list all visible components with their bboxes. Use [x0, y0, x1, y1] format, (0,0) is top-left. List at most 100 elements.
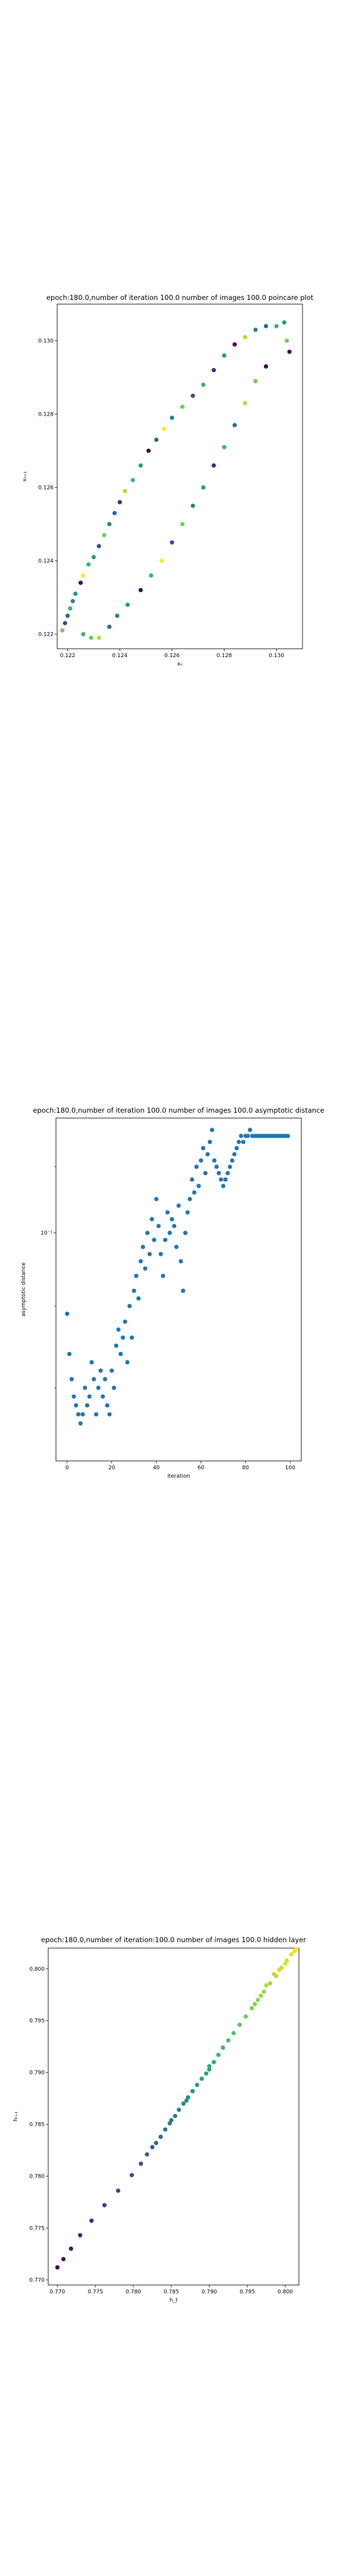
data-point: [154, 1197, 159, 1202]
data-point: [207, 2067, 212, 2072]
data-point: [242, 335, 248, 339]
data-point: [86, 562, 91, 567]
data-point: [102, 532, 107, 537]
data-point: [253, 379, 258, 383]
y-tick-label: 10⁻¹: [40, 1231, 52, 1237]
data-point: [241, 1140, 246, 1144]
data-point: [244, 2014, 248, 2019]
y-tick-label: 0.122: [38, 631, 54, 637]
x-axis-label: xₙ: [177, 661, 183, 667]
x-tick-label: 0.124: [112, 653, 127, 659]
data-point: [205, 1152, 210, 1157]
data-point: [70, 599, 75, 603]
data-point: [183, 1231, 188, 1236]
data-point: [73, 592, 78, 596]
data-point: [96, 635, 101, 640]
data-point: [207, 2064, 212, 2069]
data-point: [203, 1171, 208, 1175]
data-point: [96, 544, 101, 549]
data-point: [231, 2030, 236, 2036]
scatter-points: [55, 1947, 299, 2270]
data-point: [207, 1140, 213, 1144]
hidden-layer-plot: epoch:180.0,number of iteration:100.0 nu…: [13, 1936, 306, 2303]
x-tick-label: 0.795: [239, 2289, 255, 2295]
data-point: [129, 2173, 134, 2178]
data-point: [145, 2152, 149, 2157]
data-point: [138, 588, 143, 593]
data-point: [154, 2141, 158, 2145]
data-point: [125, 1360, 130, 1365]
data-point: [89, 635, 93, 640]
data-point: [112, 510, 117, 516]
data-point: [68, 606, 73, 611]
data-point: [125, 602, 130, 607]
data-point: [68, 2246, 73, 2251]
data-point: [255, 1998, 260, 2002]
x-axis-label: h_t: [170, 2298, 178, 2303]
data-point: [222, 445, 227, 450]
data-point: [102, 2203, 107, 2207]
data-point: [107, 1412, 112, 1417]
data-point: [169, 2117, 174, 2123]
data-point: [211, 368, 216, 373]
data-point: [71, 1394, 76, 1399]
data-point: [116, 1327, 121, 1332]
data-point: [289, 1952, 294, 1957]
data-point: [78, 580, 83, 585]
data-point: [123, 1319, 127, 1324]
data-point: [117, 500, 122, 504]
data-point: [219, 1177, 223, 1182]
data-point: [212, 1158, 217, 1163]
data-point: [69, 1377, 74, 1382]
data-point: [145, 1231, 150, 1236]
plot-frame: [48, 1948, 300, 2286]
data-point: [149, 1216, 154, 1222]
poincare-plot: epoch:180.0,number of iteration 100.0 nu…: [22, 293, 314, 667]
data-point: [61, 2256, 66, 2262]
data-point: [181, 2101, 186, 2106]
data-point: [294, 1947, 299, 1952]
data-point: [105, 1403, 110, 1408]
data-point: [184, 2098, 189, 2103]
chart-title: epoch:180.0,number of iteration 100.0 nu…: [33, 1106, 324, 1114]
x-tick-label: 0: [66, 1465, 69, 1471]
data-point: [250, 2006, 254, 2011]
x-tick-label: 20: [108, 1465, 116, 1471]
data-point: [190, 2089, 195, 2094]
data-point: [174, 1244, 179, 1249]
data-point: [138, 463, 143, 468]
data-point: [197, 1184, 201, 1188]
data-point: [176, 1203, 181, 1208]
data-point: [163, 1237, 168, 1242]
data-point: [222, 353, 227, 358]
data-point: [188, 1197, 192, 1202]
plot-frame: [55, 1117, 302, 1462]
data-point: [189, 1177, 195, 1182]
data-point: [111, 1385, 116, 1390]
data-point: [236, 1140, 241, 1144]
x-tick-label: 0.770: [49, 2289, 65, 2295]
y-tick-label: 0.126: [38, 485, 54, 491]
x-tick-label: 0.122: [60, 653, 76, 659]
data-point: [107, 624, 112, 629]
data-point: [198, 1158, 204, 1163]
data-point: [180, 1289, 186, 1293]
data-point: [285, 338, 289, 343]
data-point: [264, 1983, 269, 1988]
data-point: [234, 1145, 239, 1150]
data-point: [141, 1244, 145, 1249]
data-point: [173, 2114, 177, 2119]
x-tick-label: 80: [242, 1465, 250, 1471]
data-point: [74, 1403, 79, 1408]
y-tick-label: 0.780: [29, 2174, 45, 2179]
data-point: [227, 1165, 232, 1169]
plot-frame: [57, 304, 303, 649]
data-point: [258, 1993, 263, 1998]
data-point: [239, 1134, 244, 1138]
data-point: [91, 555, 96, 559]
data-point: [85, 1403, 90, 1408]
data-point: [162, 426, 167, 431]
x-tick-label: 0.128: [217, 653, 232, 659]
asymptotic-distance-plot: epoch:180.0,number of iteration 100.0 nu…: [21, 1106, 325, 1479]
data-point: [134, 1274, 139, 1278]
